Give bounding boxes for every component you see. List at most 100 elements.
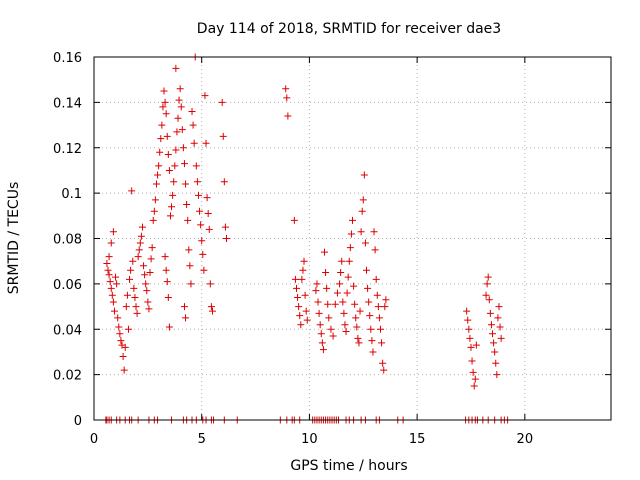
- data-point: [375, 314, 383, 322]
- data-point: [345, 257, 353, 265]
- data-point: [296, 312, 304, 320]
- data-point: [130, 284, 138, 292]
- data-point: [194, 191, 202, 199]
- data-point: [104, 266, 112, 274]
- data-point: [142, 280, 150, 288]
- data-point: [377, 325, 385, 333]
- data-point: [347, 230, 355, 238]
- data-point: [468, 357, 476, 365]
- data-point: [198, 237, 206, 245]
- data-point: [378, 339, 386, 347]
- data-point: [196, 207, 204, 215]
- data-point: [175, 96, 183, 104]
- data-point: [182, 314, 190, 322]
- data-point: [152, 180, 160, 188]
- data-point: [106, 278, 114, 286]
- data-point: [464, 316, 472, 324]
- data-point: [184, 216, 192, 224]
- data-point: [112, 273, 120, 281]
- data-point: [119, 352, 127, 360]
- data-point: [114, 314, 122, 322]
- y-tick-label: 0.12: [53, 142, 82, 157]
- data-point: [200, 266, 208, 274]
- data-point: [354, 334, 362, 342]
- data-point: [171, 162, 179, 170]
- data-point: [172, 146, 180, 154]
- data-point: [351, 300, 359, 308]
- data-point: [160, 87, 168, 95]
- data-point: [361, 239, 369, 247]
- data-point: [344, 273, 352, 281]
- data-point: [144, 298, 152, 306]
- data-point: [178, 126, 186, 134]
- data-point: [368, 337, 376, 345]
- data-point: [360, 171, 368, 179]
- data-point: [186, 262, 194, 270]
- x-axis: 0 5 10 15 20: [90, 57, 533, 447]
- grid: [94, 57, 611, 420]
- data-point: [169, 191, 177, 199]
- y-tick-label: 0.04: [53, 323, 82, 338]
- data-point: [117, 337, 125, 345]
- data-point: [158, 121, 166, 129]
- data-point: [358, 207, 366, 215]
- data-point: [135, 246, 143, 254]
- data-point: [496, 323, 504, 331]
- data-point: [148, 244, 156, 252]
- data-point: [154, 171, 162, 179]
- data-point: [314, 298, 322, 306]
- data-point: [109, 298, 117, 306]
- data-point: [162, 266, 170, 274]
- data-point: [180, 160, 188, 168]
- data-point: [380, 366, 388, 374]
- data-point: [161, 253, 169, 261]
- data-point: [494, 314, 502, 322]
- data-point: [382, 296, 390, 304]
- data-point: [188, 107, 196, 115]
- data-point: [467, 343, 475, 351]
- data-point: [485, 296, 493, 304]
- y-tick-label: 0: [74, 414, 82, 429]
- data-point: [299, 266, 307, 274]
- plot-frame: [93, 56, 612, 421]
- data-point: [140, 262, 148, 270]
- data-point: [350, 282, 358, 290]
- data-point: [123, 291, 131, 299]
- data-point: [189, 121, 197, 129]
- data-point: [166, 212, 174, 220]
- data-point: [190, 139, 198, 147]
- data-point: [165, 323, 173, 331]
- y-tick-label: 0.16: [53, 51, 82, 66]
- data-point: [353, 323, 361, 331]
- data-point: [108, 291, 116, 299]
- data-point: [222, 235, 230, 242]
- data-point: [132, 303, 140, 311]
- data-point: [365, 298, 373, 306]
- data-point: [164, 151, 172, 159]
- data-point: [110, 307, 118, 315]
- y-tick-label: 0.08: [53, 233, 82, 248]
- data-point: [318, 339, 326, 347]
- y-tick-label: 0.06: [53, 278, 82, 293]
- data-point: [126, 275, 134, 283]
- data-point: [364, 284, 372, 292]
- data-point: [122, 303, 130, 311]
- data-point: [136, 239, 144, 247]
- data-points: [102, 53, 512, 424]
- data-point: [370, 228, 378, 236]
- data-point: [301, 291, 309, 299]
- data-point: [157, 135, 165, 143]
- data-point: [105, 271, 113, 279]
- y-axis-title: SRMTID / TECUs: [6, 182, 22, 295]
- data-point: [333, 289, 341, 297]
- data-point: [497, 334, 505, 342]
- data-point: [202, 139, 210, 147]
- data-point: [218, 98, 226, 106]
- data-point: [337, 269, 345, 277]
- data-point: [352, 314, 360, 322]
- data-point: [471, 375, 479, 383]
- data-point: [338, 257, 346, 265]
- data-point: [373, 291, 381, 299]
- data-point: [149, 216, 157, 224]
